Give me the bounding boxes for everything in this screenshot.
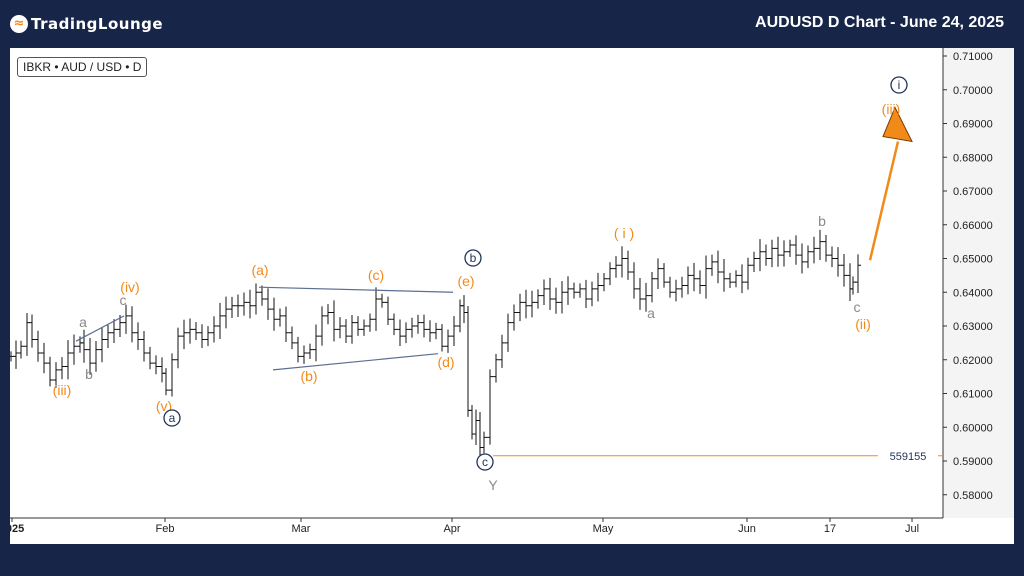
wave-label-circle [163, 409, 181, 427]
wave-label: (c) [368, 267, 384, 283]
triangle-lower-line [272, 353, 439, 371]
time-tick-label: 2025 [10, 523, 24, 535]
time-tick-label: May [593, 523, 614, 535]
time-tick-label: Jul [905, 523, 919, 535]
projection-line [868, 141, 900, 261]
wave-label: Y [488, 477, 498, 493]
price-tick-label: 0.59000 [953, 456, 993, 468]
price-tick-label: 0.61000 [953, 389, 993, 401]
tradinglounge-logo[interactable]: ≈ TradingLounge [10, 14, 163, 34]
price-tick-label: 0.62000 [953, 355, 993, 367]
logo-text: TradingLounge [31, 15, 164, 33]
wave-label: b [818, 213, 826, 229]
price-tick-label: 0.71000 [953, 51, 993, 63]
level-label: 559155 [890, 451, 927, 463]
wave-label: (e) [457, 273, 474, 289]
wave-label: (v) [156, 398, 172, 414]
wave-label-circle [476, 453, 494, 471]
wave-label: (ii) [855, 316, 871, 332]
projection-arrowhead [882, 106, 913, 143]
time-tick-label: Apr [443, 523, 460, 535]
time-tick-label: Jun [738, 523, 756, 535]
wave-label: (b) [300, 368, 317, 384]
wave-label: a [647, 305, 655, 321]
wave-label: c [482, 455, 488, 469]
header-bar: ≈ TradingLounge AUDUSD D Chart - June 24… [0, 0, 1024, 48]
logo-icon: ≈ [10, 15, 28, 33]
wave-label: i [898, 78, 901, 92]
wave-label: c [120, 292, 127, 308]
wave-label: c [854, 299, 861, 315]
time-tick-label: Mar [292, 523, 311, 535]
level-label-bg [878, 448, 938, 463]
time-tick-label: Feb [156, 523, 175, 535]
wave-label: (d) [437, 354, 454, 370]
price-tick-label: 0.70000 [953, 85, 993, 97]
wave-label: (iii) [53, 382, 72, 398]
price-tick-label: 0.60000 [953, 422, 993, 434]
wave-label: (iv) [120, 279, 139, 295]
price-tick-label: 0.69000 [953, 119, 993, 131]
wave-label: a [79, 314, 87, 330]
wave-label: ( i ) [614, 225, 634, 241]
chart-area[interactable]: 0.71000 0.70000 0.69000 0.68000 0.67000 0.660… [10, 48, 1014, 544]
wave-label: (iii) [882, 101, 901, 117]
triangle-upper-line [258, 286, 454, 293]
wave-label: a [169, 411, 176, 425]
price-tick-label: 0.65000 [953, 254, 993, 266]
wave-label: b [470, 251, 477, 265]
wave-label-circle [890, 76, 908, 94]
price-tick-label: 0.63000 [953, 321, 993, 333]
price-tick-label: 0.66000 [953, 220, 993, 232]
price-tick-label: 0.68000 [953, 152, 993, 164]
wave-label-circle [464, 249, 482, 267]
symbol-label: IBKR • AUD / USD • D [17, 57, 148, 77]
chart-svg[interactable]: 0.71000 0.70000 0.69000 0.68000 0.67000 0.660… [10, 48, 1014, 544]
price-tick-label: 0.64000 [953, 287, 993, 299]
wave-label: (a) [251, 262, 268, 278]
price-tick-label: 0.58000 [953, 490, 993, 502]
chart-title: AUDUSD D Chart - June 24, 2025 [755, 14, 1004, 31]
wave-label: b [85, 366, 93, 382]
wave-c-trend-line [75, 315, 125, 342]
price-axis-bg [943, 48, 1014, 518]
price-tick-label: 0.67000 [953, 186, 993, 198]
time-tick-label: 17 [824, 523, 836, 535]
